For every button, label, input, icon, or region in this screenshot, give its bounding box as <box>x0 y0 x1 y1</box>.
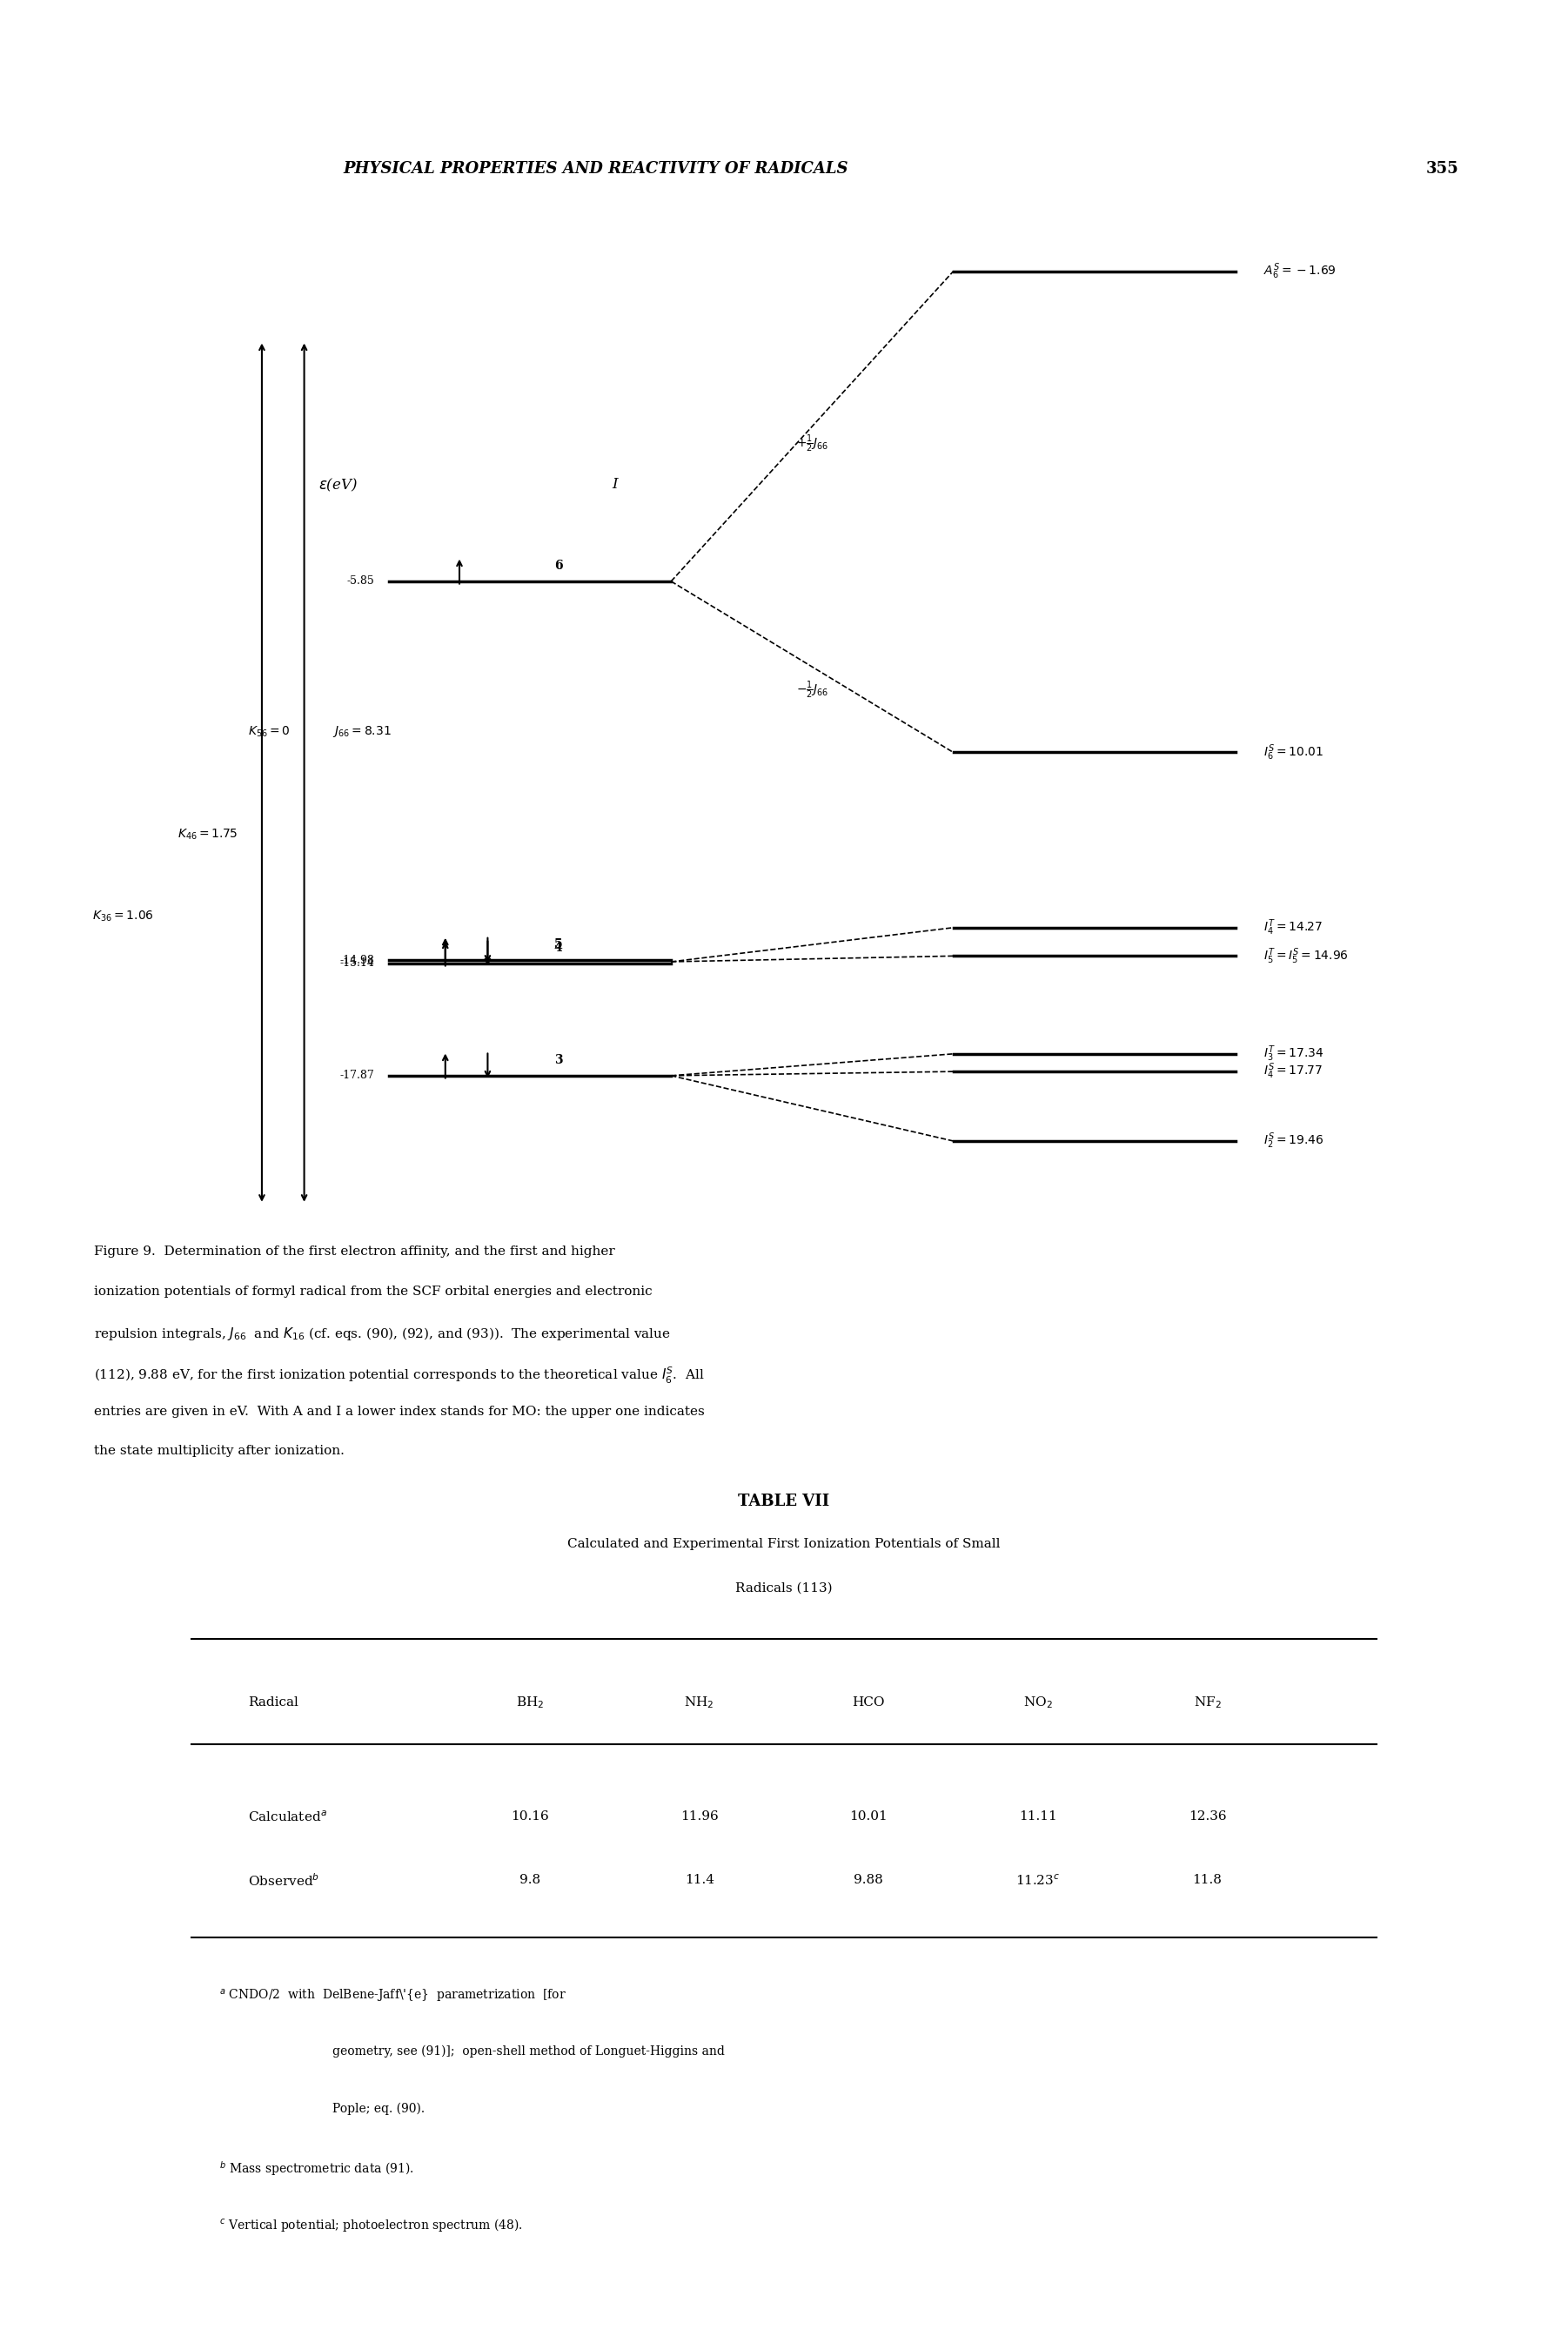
Text: 355: 355 <box>1427 162 1458 176</box>
Text: geometry, see (91)];  open-shell method of Longuet-Higgins and: geometry, see (91)]; open-shell method o… <box>332 2044 724 2059</box>
Text: TABLE VII: TABLE VII <box>739 1492 829 1509</box>
Text: 12.36: 12.36 <box>1189 1812 1226 1824</box>
Text: $^a$ CNDO/2  with  DelBene-Jaff\'{e}  parametrization  [for: $^a$ CNDO/2 with DelBene-Jaff\'{e} param… <box>220 1988 566 2005</box>
Text: Observed$^b$: Observed$^b$ <box>248 1873 320 1889</box>
Text: 11.11: 11.11 <box>1019 1812 1057 1824</box>
Text: Calculated and Experimental First Ionization Potentials of Small: Calculated and Experimental First Ioniza… <box>568 1537 1000 1549</box>
Text: 5: 5 <box>554 938 563 949</box>
Text: $I_4^T = 14.27$: $I_4^T = 14.27$ <box>1264 919 1323 938</box>
Text: $I_3^T = 17.34$: $I_3^T = 17.34$ <box>1264 1043 1323 1065</box>
Text: 9.88: 9.88 <box>855 1875 883 1887</box>
Text: ionization potentials of formyl radical from the SCF orbital energies and electr: ionization potentials of formyl radical … <box>94 1285 652 1297</box>
Text: $K_{46} = 1.75$: $K_{46} = 1.75$ <box>177 827 238 841</box>
Text: 10.01: 10.01 <box>850 1812 887 1824</box>
Text: Radicals (113): Radicals (113) <box>735 1582 833 1593</box>
Text: $^b$ Mass spectrometric data (91).: $^b$ Mass spectrometric data (91). <box>220 2160 414 2178</box>
Text: 11.23$^c$: 11.23$^c$ <box>1016 1873 1060 1887</box>
Text: $A_6^S = -1.69$: $A_6^S = -1.69$ <box>1264 261 1336 282</box>
Text: $I_2^S = 19.46$: $I_2^S = 19.46$ <box>1264 1130 1325 1152</box>
Text: I: I <box>612 477 618 491</box>
Text: NO$_2$: NO$_2$ <box>1024 1694 1052 1711</box>
Text: (112), 9.88 eV, for the first ionization potential corresponds to the theoretica: (112), 9.88 eV, for the first ionization… <box>94 1365 704 1386</box>
Text: $I_4^S = 17.77$: $I_4^S = 17.77$ <box>1264 1062 1323 1081</box>
Text: 9.8: 9.8 <box>519 1875 541 1887</box>
Text: 10.16: 10.16 <box>511 1812 549 1824</box>
Text: $J_{66} = 8.31$: $J_{66} = 8.31$ <box>332 724 392 738</box>
Text: $K_{56} = 0$: $K_{56} = 0$ <box>248 724 290 738</box>
Text: Pople; eq. (90).: Pople; eq. (90). <box>332 2103 425 2115</box>
Text: $-\frac{1}{2}J_{66}$: $-\frac{1}{2}J_{66}$ <box>797 679 828 700</box>
Text: -14.98: -14.98 <box>340 954 375 966</box>
Text: -15.14: -15.14 <box>340 959 375 968</box>
Text: Radical: Radical <box>248 1697 298 1708</box>
Text: 11.8: 11.8 <box>1193 1875 1221 1887</box>
Text: $+\frac{1}{2}J_{66}$: $+\frac{1}{2}J_{66}$ <box>797 432 828 454</box>
Text: entries are given in eV.  With A and I a lower index stands for MO: the upper on: entries are given in eV. With A and I a … <box>94 1405 704 1417</box>
Text: BH$_2$: BH$_2$ <box>516 1694 544 1711</box>
Text: $I_6^S = 10.01$: $I_6^S = 10.01$ <box>1264 743 1323 761</box>
Text: $\varepsilon$(eV): $\varepsilon$(eV) <box>318 477 358 494</box>
Text: 4: 4 <box>554 942 563 954</box>
Text: 11.96: 11.96 <box>681 1812 718 1824</box>
Text: $K_{36} = 1.06$: $K_{36} = 1.06$ <box>93 909 154 924</box>
Text: 3: 3 <box>554 1053 563 1067</box>
Text: Calculated$^a$: Calculated$^a$ <box>248 1810 326 1824</box>
Text: repulsion integrals, $J_{66}$  and $K_{16}$ (cf. eqs. (90), (92), and (93)).  Th: repulsion integrals, $J_{66}$ and $K_{16… <box>94 1325 671 1342</box>
Text: Figure 9.  Determination of the first electron affinity, and the first and highe: Figure 9. Determination of the first ele… <box>94 1246 615 1257</box>
Text: the state multiplicity after ionization.: the state multiplicity after ionization. <box>94 1445 345 1457</box>
Text: $I_5^T = I_5^S = 14.96$: $I_5^T = I_5^S = 14.96$ <box>1264 947 1348 966</box>
Text: 11.4: 11.4 <box>685 1875 713 1887</box>
Text: NH$_2$: NH$_2$ <box>684 1694 715 1711</box>
Text: 6: 6 <box>554 559 563 571</box>
Text: -17.87: -17.87 <box>340 1069 375 1081</box>
Text: HCO: HCO <box>853 1697 884 1708</box>
Text: -5.85: -5.85 <box>347 576 375 588</box>
Text: $^c$ Vertical potential; photoelectron spectrum (48).: $^c$ Vertical potential; photoelectron s… <box>220 2216 522 2232</box>
Text: PHYSICAL PROPERTIES AND REACTIVITY OF RADICALS: PHYSICAL PROPERTIES AND REACTIVITY OF RA… <box>343 162 848 176</box>
Text: NF$_2$: NF$_2$ <box>1193 1694 1221 1711</box>
